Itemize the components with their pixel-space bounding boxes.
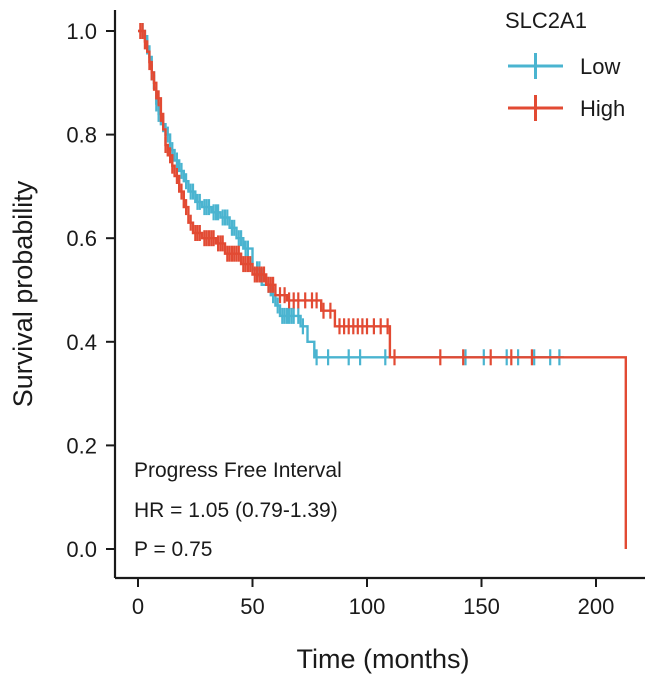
y-ticks: 0.0 0.2 0.4 0.6 0.8 1.0 <box>66 19 115 562</box>
x-tick-label-100: 100 <box>349 594 386 619</box>
y-tick-label-1: 0.2 <box>66 433 97 458</box>
x-tick-label-200: 200 <box>578 594 615 619</box>
annotation-endpoint: Progress Free Interval <box>134 459 342 482</box>
y-tick-label-5: 1.0 <box>66 19 97 44</box>
stats-annotation: Progress Free Interval HR = 1.05 (0.79-1… <box>134 459 342 561</box>
y-tick-label-4: 0.8 <box>66 123 97 148</box>
legend-label-low: Low <box>580 54 620 79</box>
series-low-curve <box>138 29 564 359</box>
axes <box>113 10 645 580</box>
series-layer <box>138 23 627 549</box>
annotation-hazard-ratio: HR = 1.05 (0.79-1.39) <box>134 499 338 522</box>
legend-title: SLC2A1 <box>505 8 587 33</box>
x-tick-label-0: 0 <box>132 594 144 619</box>
annotation-p-value: P = 0.75 <box>134 538 212 561</box>
y-tick-label-2: 0.4 <box>66 330 97 355</box>
legend: SLC2A1 Low High <box>505 8 625 121</box>
y-tick-label-3: 0.6 <box>66 226 97 251</box>
y-axis-title: Survival probability <box>8 180 38 407</box>
x-tick-label-50: 50 <box>240 594 264 619</box>
y-tick-label-0: 0.0 <box>66 537 97 562</box>
x-tick-label-150: 150 <box>463 594 500 619</box>
x-ticks: 0 50 100 150 200 <box>132 578 614 619</box>
series-high <box>138 23 627 549</box>
legend-entry-high: High <box>508 95 625 121</box>
x-axis-title: Time (months) <box>296 644 469 674</box>
legend-label-high: High <box>580 96 625 121</box>
legend-entry-low: Low <box>508 53 620 79</box>
series-low <box>138 23 564 366</box>
